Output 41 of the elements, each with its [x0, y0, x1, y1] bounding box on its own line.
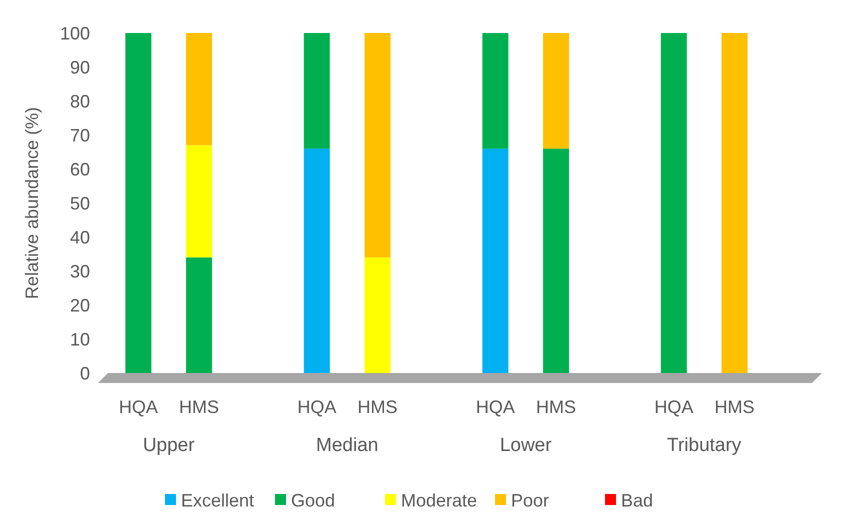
bar — [364, 257, 391, 373]
bar — [125, 33, 152, 373]
text: Median — [316, 435, 378, 456]
x-tick-label: HQA — [654, 397, 694, 417]
y-tick-label: 100 — [60, 23, 90, 44]
y-tick-label: 70 — [70, 125, 90, 146]
y-tick-label: 60 — [70, 159, 90, 180]
legend-label: Bad — [621, 490, 654, 510]
text: Upper — [142, 435, 196, 456]
x-tick-label: HMS — [536, 397, 576, 417]
text: Lower — [500, 435, 552, 456]
y-tick-label: 30 — [70, 261, 90, 282]
text: Tributary — [667, 435, 742, 456]
y-tick-label: 0 — [80, 363, 90, 384]
x-tick-label: HQA — [297, 397, 336, 417]
bar — [722, 33, 748, 373]
x-tick-label: HMS — [358, 397, 398, 417]
y-tick-label: 20 — [70, 295, 90, 316]
bar — [304, 33, 330, 149]
legend-label: Moderate — [401, 490, 478, 510]
x-tick-label: HQA — [118, 397, 158, 417]
x-tick-label: HQA — [476, 397, 515, 417]
bar — [482, 33, 508, 149]
legend-label: Poor — [511, 490, 550, 510]
y-tick-label: 40 — [70, 227, 90, 248]
y-tick-label: 50 — [70, 193, 90, 214]
bar — [304, 148, 330, 373]
legend-label: Good — [291, 490, 336, 510]
y-tick-label: 10 — [70, 329, 90, 350]
y-axis-title: Relative abundance (%) — [22, 106, 42, 300]
bar — [186, 145, 212, 258]
x-tick-label: HMS — [179, 397, 220, 417]
bar — [660, 33, 687, 373]
legend-label: Excellent — [181, 490, 254, 510]
y-tick-label: 80 — [70, 91, 90, 112]
bar — [543, 33, 570, 149]
bar — [186, 33, 212, 146]
bar — [482, 148, 508, 373]
x-tick-label: HMS — [714, 397, 755, 417]
y-tick-label: 90 — [70, 57, 90, 78]
bar — [364, 33, 391, 258]
